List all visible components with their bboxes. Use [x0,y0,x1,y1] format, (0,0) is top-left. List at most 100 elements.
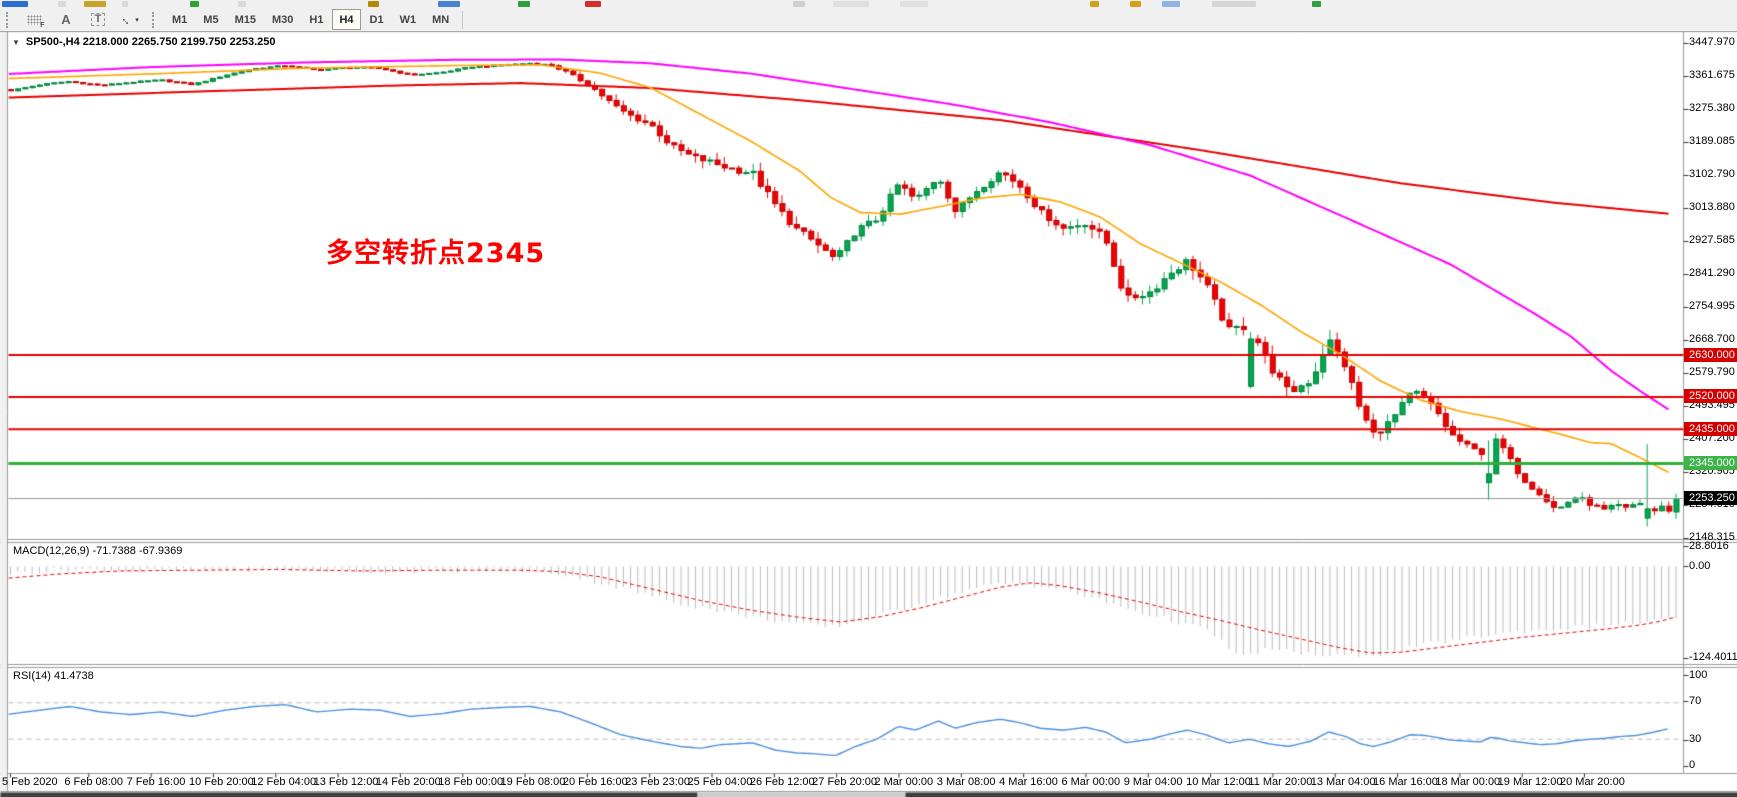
date-tick-label: 18 Feb 00:00 [438,776,504,788]
clipped-icon-fragment [438,1,460,7]
clipped-icon-fragment [518,1,530,7]
date-tick-label: 2 Mar 00:00 [874,776,934,788]
clipped-icon-fragment [1312,1,1321,7]
clipped-icon-fragment [900,1,928,7]
timeframe-button-D1[interactable]: D1 [369,13,384,26]
clipped-icon-fragment [190,1,199,7]
text-label-tool-button[interactable]: A [51,9,81,30]
toolbar-grip-handle[interactable] [152,11,160,28]
price-tick-label: 2841.290 [1689,267,1735,279]
rsi-axis-label: 30 [1689,733,1702,745]
clipped-icon-fragment [1212,1,1256,7]
diagonal-arrows-icon: ↔ [118,10,137,29]
clipped-icon-fragment [585,1,601,7]
chart-symbol-title: ▼ SP500-,H4 2218.000 2265.750 2199.750 22… [12,36,275,48]
clipped-icon-fragment [833,1,869,7]
date-tick-label: 23 Feb 23:00 [625,776,691,788]
clipped-icon-fragment [84,1,106,7]
date-tick-label: 27 Feb 20:00 [812,776,877,788]
timeframe-button-M5[interactable]: M5 [203,13,219,26]
text-annotation-tool-button[interactable]: T [83,9,113,30]
date-tick-label: 6 Mar 00:00 [1061,776,1121,788]
price-tick-label: 2148.315 [1689,531,1735,543]
macd-axis-label: 0.00 [1689,560,1711,572]
symbol-ohlc-text: SP500-,H4 2218.000 2265.750 2199.750 225… [25,36,276,48]
macd-axis-label: 28.8016 [1689,540,1729,552]
date-tick-label: 13 Mar 04:00 [1310,776,1376,788]
clipped-icon-fragment [1130,1,1141,7]
price-tick-label: 3102.790 [1689,168,1735,180]
timeframe-button-M1[interactable]: M1 [172,13,188,26]
date-tick-label: 12 Feb 04:00 [251,776,317,788]
date-tick-label: 20 Feb 16:00 [562,776,628,788]
rsi-axis-label: 0 [1689,759,1696,771]
date-tick-label: 19 Mar 12:00 [1497,776,1563,788]
level-badge-2520.000[interactable]: 2520.000 [1684,389,1737,404]
top-toolbar-clipped [0,0,1737,8]
price-tick-label: 3013.880 [1689,201,1735,213]
date-tick-label: 10 Mar 12:00 [1186,776,1251,788]
timeframe-button-M30[interactable]: M30 [271,13,294,26]
clipped-icon-fragment [368,1,379,7]
date-tick-label: 20 Mar 20:00 [1560,776,1625,788]
date-tick-label: 4 Mar 16:00 [999,776,1058,788]
rsi-indicator-label: RSI(14) 41.4738 [13,670,94,682]
level-badge-2435.000[interactable]: 2435.000 [1684,421,1737,436]
text-annotation-icon: T [90,13,106,26]
timeframe-button-group: M1 M5 M15 M30 H1 H4 D1 W1 MN [164,9,457,30]
toolbar-grip-handle[interactable] [6,11,14,28]
grid-icon: F [26,14,45,29]
drawing-objects-tool-button[interactable]: ↔ ▾ [115,9,145,30]
price-tick-label: 3361.675 [1689,69,1735,81]
macd-indicator-label: MACD(12,26,9) -71.7388 -67.9369 [13,545,183,557]
level-badge-2345.000[interactable]: 2345.000 [1684,456,1737,471]
date-tick-label: 9 Mar 04:00 [1123,776,1183,788]
price-tick-label: 2668.700 [1689,333,1735,345]
date-tick-label: 6 Feb 08:00 [64,776,124,788]
chart-annotation-text: 多空转折点2345 [326,238,546,269]
timeframe-button-MN[interactable]: MN [432,13,450,26]
level-badge-2630.000[interactable]: 2630.000 [1684,347,1737,362]
collapse-arrow-icon[interactable]: ▼ [12,38,20,47]
price-tick-label: 2579.790 [1689,366,1735,378]
clipped-icon-fragment [122,1,128,7]
date-tick-label: 5 Feb 2020 [2,776,58,788]
date-tick-label: 3 Mar 08:00 [936,776,996,788]
rsi-axis-label: 100 [1689,669,1708,681]
toolbar-separator [462,10,464,29]
chevron-down-icon: ▾ [135,16,139,24]
price-tick-label: 2927.585 [1689,234,1735,246]
date-tick-label: 7 Feb 16:00 [126,776,186,788]
timeframe-button-M15[interactable]: M15 [234,13,256,26]
chart-toolbar: F A T ↔ ▾ M1 M5 M15 M30 H1 H4 D1 W1 MN [0,8,1737,32]
clipped-icon-fragment [58,1,66,7]
price-tick-label: 3275.380 [1689,102,1735,114]
timeframe-button-H4[interactable]: H4 [332,9,361,30]
grid-cursor-tool-button[interactable]: F [19,9,49,30]
date-tick-label: 10 Feb 20:00 [188,776,254,788]
macd-axis-label: -124.4011 [1689,651,1737,663]
timeframe-button-W1[interactable]: W1 [399,13,417,26]
clipped-icon-fragment [2,1,28,7]
rsi-axis-label: 70 [1689,695,1702,707]
date-tick-label: 16 Mar 16:00 [1373,776,1438,788]
price-tick-label: 3189.085 [1689,135,1735,147]
date-tick-label: 25 Feb 04:00 [687,776,753,788]
price-tick-label: 3447.970 [1689,36,1735,48]
timeframe-button-H1[interactable]: H1 [309,13,324,26]
date-tick-label: 18 Mar 00:00 [1435,776,1501,788]
date-tick-label: 13 Feb 12:00 [313,776,379,788]
text-label-icon: A [61,12,71,27]
price-tick-label: 2754.995 [1689,300,1735,312]
date-tick-label: 26 Feb 12:00 [749,776,815,788]
clipped-icon-fragment [1090,1,1099,7]
clipped-icon-fragment [1162,1,1180,7]
clipped-icon-fragment [793,1,805,7]
clipped-icon-fragment [238,1,246,7]
current-price-badge: 2253.250 [1684,491,1737,506]
date-tick-label: 11 Mar 20:00 [1248,776,1313,788]
date-tick-label: 14 Feb 20:00 [375,776,441,788]
date-tick-label: 19 Feb 08:00 [500,776,566,788]
